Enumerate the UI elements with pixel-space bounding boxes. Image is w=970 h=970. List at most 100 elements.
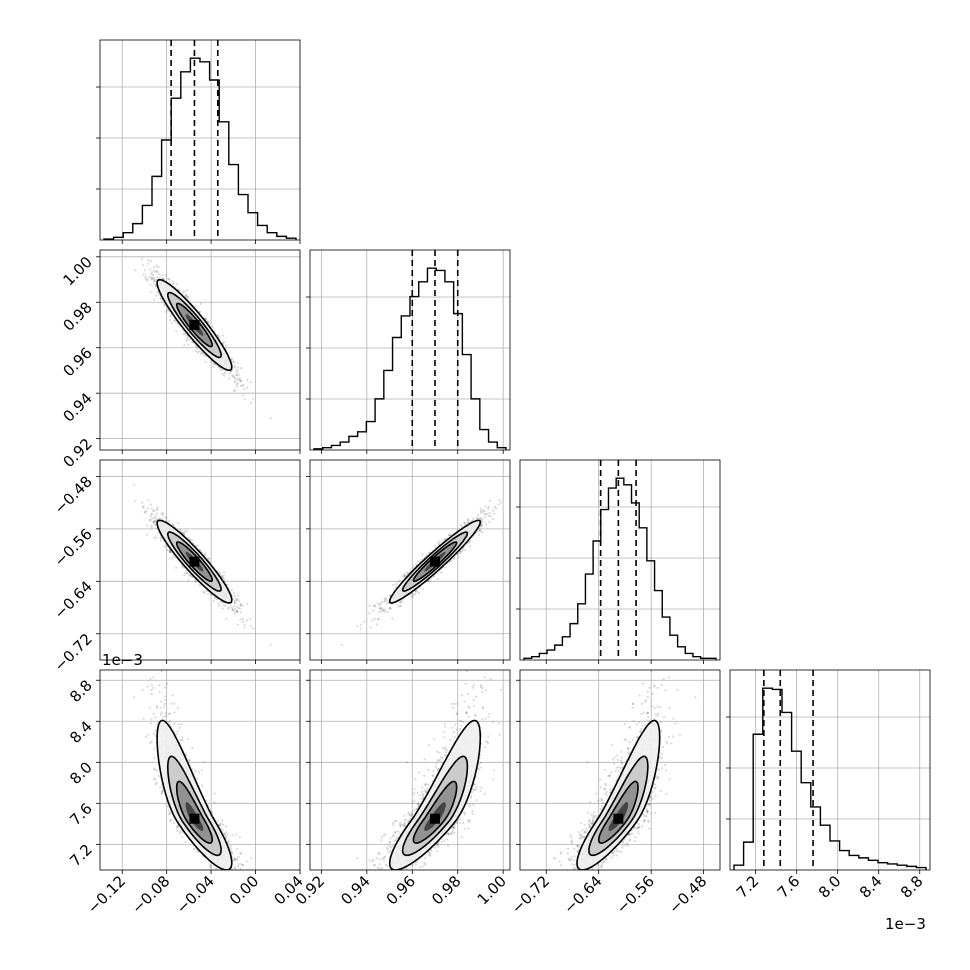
sample-point <box>233 389 236 392</box>
sample-point <box>493 506 497 509</box>
sample-point <box>159 297 162 300</box>
sample-point <box>156 506 159 509</box>
sample-point <box>184 572 187 575</box>
sample-point <box>152 520 155 523</box>
sample-point <box>172 281 175 284</box>
sample-point <box>165 517 168 520</box>
sample-point <box>207 557 210 560</box>
sample-point <box>241 384 244 387</box>
sample-point <box>233 377 236 380</box>
sample-point <box>212 600 215 603</box>
sample-point <box>144 510 147 513</box>
sample-point <box>150 276 153 279</box>
sample-point <box>243 388 246 391</box>
sample-point <box>198 350 201 353</box>
sample-point <box>168 550 171 553</box>
sample-point <box>235 383 239 386</box>
sample-point <box>223 571 226 574</box>
sample-point <box>233 366 236 369</box>
histogram-p1 <box>313 267 507 450</box>
sample-point <box>443 538 446 541</box>
sample-point <box>186 295 189 298</box>
sample-point <box>183 531 186 534</box>
sample-point <box>160 512 163 515</box>
sample-point <box>221 576 224 579</box>
sample-point <box>185 337 189 340</box>
sample-point <box>199 302 202 305</box>
sample-point <box>154 284 157 287</box>
axes-frame <box>99 249 301 451</box>
sample-point <box>187 296 190 299</box>
sample-point <box>220 600 223 603</box>
sample-point <box>169 313 172 316</box>
sample-point <box>221 368 224 371</box>
sample-point <box>230 357 234 360</box>
sample-point <box>187 578 190 581</box>
sample-point <box>153 520 156 523</box>
sample-point <box>235 605 239 608</box>
sample-point <box>230 589 234 592</box>
sample-point <box>164 310 167 313</box>
sample-point <box>211 326 214 329</box>
sample-point <box>141 263 145 267</box>
sample-point <box>210 360 213 363</box>
sample-point <box>228 607 231 610</box>
sample-point <box>168 278 171 281</box>
sample-point <box>149 515 152 518</box>
sample-point <box>239 618 242 621</box>
sample-point <box>159 297 162 300</box>
sample-point <box>237 600 240 603</box>
panel-content <box>134 257 272 420</box>
sample-point <box>241 394 244 397</box>
sample-point <box>235 598 238 601</box>
sample-point <box>155 517 158 520</box>
sample-point <box>199 549 202 552</box>
sample-point <box>195 305 198 308</box>
sample-point <box>146 524 149 527</box>
sample-point <box>235 371 238 374</box>
y-tick-label: −0.64 <box>51 577 96 622</box>
sample-point <box>152 509 155 512</box>
sample-point <box>234 379 237 382</box>
sample-point <box>223 371 226 374</box>
sample-point <box>144 275 147 279</box>
sample-point <box>161 277 164 280</box>
sample-point <box>154 283 157 286</box>
sample-point <box>150 271 153 274</box>
sample-point <box>236 610 239 613</box>
panel-1-1 <box>306 249 511 454</box>
y-tick-label: −0.48 <box>51 472 96 517</box>
sample-point <box>169 551 172 554</box>
sample-point <box>153 522 156 525</box>
sample-point <box>210 593 213 596</box>
sample-point <box>243 623 246 626</box>
sample-point <box>212 362 215 366</box>
sample-point <box>169 318 172 321</box>
sample-point <box>156 276 159 279</box>
sample-point <box>155 270 158 273</box>
sample-point <box>237 366 240 369</box>
sample-point <box>183 344 186 347</box>
sample-point <box>183 532 186 535</box>
sample-point <box>150 507 154 510</box>
sample-point <box>198 584 201 587</box>
y-tick-label: −0.72 <box>51 630 96 675</box>
sample-point <box>173 320 176 323</box>
sample-point <box>398 605 401 608</box>
sample-point <box>237 594 240 597</box>
sample-point <box>236 373 239 376</box>
sample-point <box>221 342 224 345</box>
sample-point <box>155 507 158 510</box>
sample-point <box>224 344 227 347</box>
sample-point <box>220 575 223 578</box>
sample-point <box>233 604 236 607</box>
sample-point <box>187 338 190 341</box>
sample-point <box>153 280 156 283</box>
sample-point <box>161 518 164 521</box>
sample-point <box>239 384 242 387</box>
sample-point <box>269 417 272 420</box>
panel-1-0: 0.920.940.960.981.00 <box>59 249 301 471</box>
sample-point <box>147 259 150 262</box>
grid <box>100 250 300 450</box>
